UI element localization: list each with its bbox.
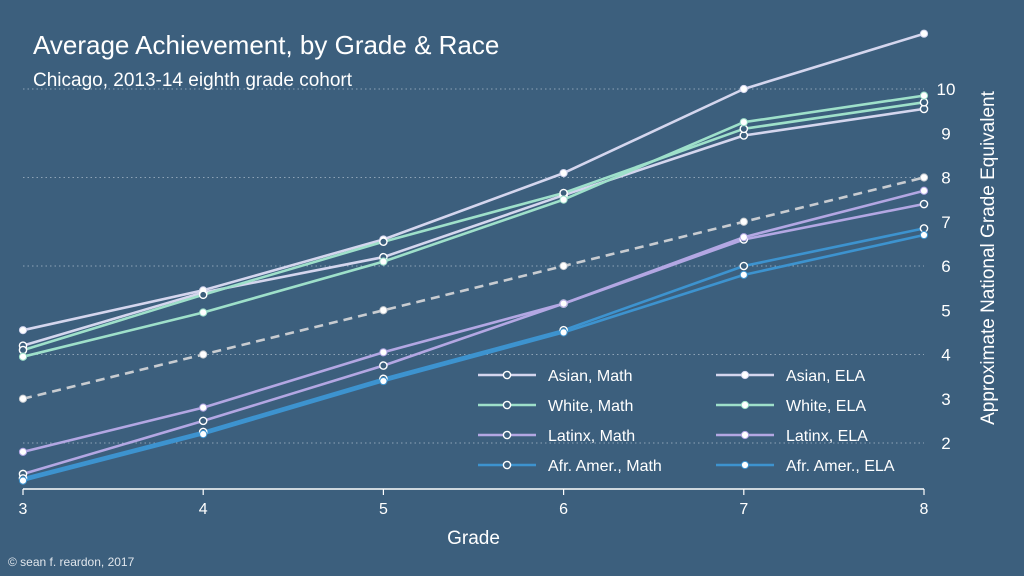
data-point [379,361,388,370]
y-axis-label: Approximate National Grade Equivalent [978,90,999,424]
x-axis-label: Grade [447,528,500,549]
series-line [22,94,925,358]
series-line [22,189,925,454]
data-point [379,376,388,386]
legend-label: Afr. Amer., ELA [786,458,895,475]
chart-title: Average Achievement, by Grade & Race [33,30,500,60]
legend-marker [502,370,512,380]
series-line [22,202,925,476]
legend-marker [502,430,512,440]
data-point [919,224,929,233]
legend-marker [740,460,750,470]
data-point [379,306,388,315]
x-tick-label: 5 [379,501,388,518]
y-tick-label: 7 [941,213,950,232]
legend-marker [740,430,750,440]
data-point [739,261,749,271]
credit-text: © sean f. reardon, 2017 [8,555,135,569]
series-line [22,233,925,482]
x-tick-label: 8 [920,501,929,518]
data-point [919,97,929,107]
data-point [919,230,929,240]
legend-label: White, Math [548,398,633,415]
data-point [559,261,568,271]
data-point [559,188,568,198]
data-point [379,237,388,246]
data-point [919,29,929,38]
y-tick-label: 4 [941,346,950,365]
x-tick-label: 6 [559,501,568,518]
legend-label: Latinx, Math [548,428,635,445]
y-tick-label: 6 [941,257,950,276]
data-point [199,403,208,412]
data-point [739,233,748,242]
legend-label: White, ELA [786,398,866,415]
y-tick-label: 3 [941,390,950,409]
legend-label: Asian, Math [548,368,632,385]
legend-label: Afr. Amer., Math [548,458,662,475]
series-line [22,101,925,352]
legend-marker [740,400,750,410]
data-point [199,430,208,439]
legend-label: Asian, ELA [786,368,865,385]
data-point [199,308,208,317]
y-tick-label: 2 [941,434,950,453]
chart-subtitle: Chicago, 2013-14 eighth grade cohort [33,70,353,91]
data-point [559,168,568,178]
x-tick-label: 4 [199,501,208,518]
data-point [919,173,929,182]
series-line [22,227,925,480]
legend-marker [502,460,512,470]
y-tick-label: 8 [941,169,950,188]
data-point [198,416,208,426]
data-point [739,118,748,127]
data-point [919,199,929,209]
data-point [379,348,388,357]
data-point [559,195,568,204]
series-line [22,32,925,332]
data-point [739,270,748,279]
data-point [739,217,748,226]
data-point [198,290,208,300]
data-point [18,394,28,403]
x-tick-label: 7 [739,501,748,518]
x-tick-label: 3 [19,501,28,518]
legend-marker [502,400,512,410]
data-point [739,84,748,94]
y-tick-label: 9 [941,124,950,143]
data-point [559,299,568,308]
data-point [18,352,28,361]
data-point [18,326,28,335]
data-point [919,186,929,195]
y-tick-label: 5 [941,301,950,320]
data-point [559,328,568,337]
legend-label: Latinx, ELA [786,428,868,445]
data-point [18,476,28,485]
data-point [919,91,929,100]
data-point [18,447,28,456]
series-line [22,176,925,401]
series-line [22,107,925,347]
legend-marker [740,370,750,380]
data-point [379,257,388,266]
data-point [739,124,749,134]
data-point [18,345,28,355]
y-tick-label: 10 [937,80,956,99]
data-point [199,350,208,359]
